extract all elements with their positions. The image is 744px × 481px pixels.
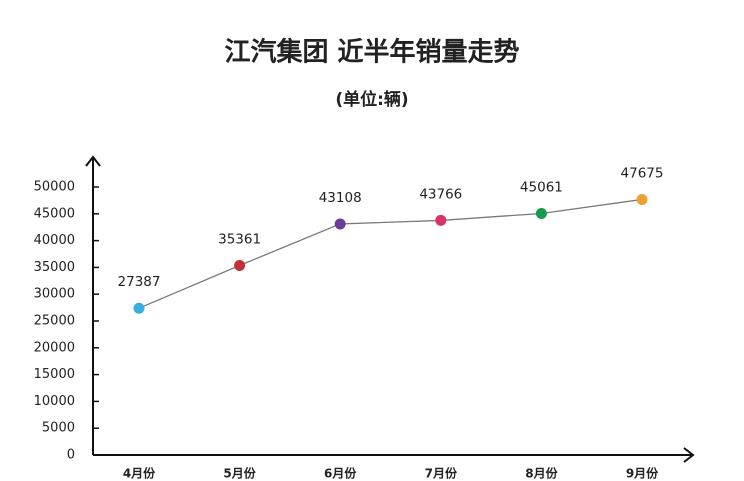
y-tick-label: 50000 [34, 180, 75, 195]
y-axis-arrow [85, 155, 101, 167]
y-tick-label: 20000 [34, 340, 75, 355]
data-label: 47675 [621, 165, 664, 181]
x-tick-label: 9月份 [626, 466, 659, 481]
y-tick-label: 40000 [34, 233, 75, 248]
y-tick-label: 0 [67, 448, 75, 463]
y-tick-label: 45000 [34, 206, 75, 221]
y-tick-label: 10000 [34, 394, 75, 409]
data-label: 43108 [319, 190, 362, 206]
x-tick-label: 4月份 [123, 466, 156, 481]
point [636, 193, 648, 205]
data-label: 35361 [218, 231, 261, 247]
y-tick-label: 5000 [42, 421, 75, 436]
point [334, 218, 346, 230]
line [138, 198, 643, 309]
y-tick-label: 35000 [34, 260, 75, 275]
point [535, 207, 547, 219]
y-tick-label: 15000 [34, 367, 75, 382]
chart-title: 江汽集团 近半年销量走势 [224, 37, 519, 68]
x-tick-label: 5月份 [223, 466, 256, 481]
axes [85, 155, 695, 463]
data-label: 45061 [520, 179, 563, 195]
x-tick-label: 6月份 [324, 466, 357, 481]
x-tick-label: 7月份 [425, 466, 458, 481]
x-axis-arrow [683, 447, 695, 463]
x-tick-label: 8月份 [525, 466, 558, 481]
chart-subtitle: (单位:辆) [335, 89, 408, 110]
y-tick-label: 25000 [34, 314, 75, 329]
point [234, 259, 246, 271]
y-tick-label: 30000 [34, 287, 75, 302]
point [133, 302, 145, 314]
point [435, 214, 447, 226]
data-label: 27387 [118, 274, 161, 290]
data-label: 43766 [419, 186, 462, 202]
